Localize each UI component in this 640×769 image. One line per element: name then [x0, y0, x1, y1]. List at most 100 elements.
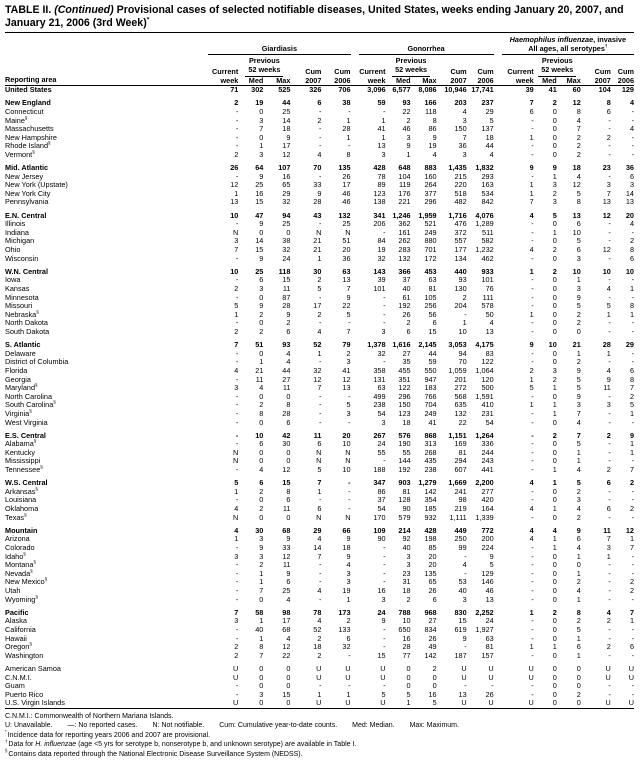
cell: 15: [377, 650, 386, 660]
cell: 21: [255, 365, 264, 375]
cell: 8: [259, 642, 264, 652]
cell: 8: [606, 98, 611, 108]
reporting-area-cell: Michigan: [5, 236, 35, 246]
reporting-area-cell: California: [5, 624, 36, 634]
cell: 198: [424, 534, 437, 544]
cell: 1,716: [448, 210, 467, 220]
cell: -: [531, 577, 534, 587]
cell: 9: [432, 132, 437, 142]
cell: 25: [255, 266, 264, 276]
cell: 15: [282, 689, 291, 699]
cell: 7: [629, 543, 634, 552]
cell: 4: [576, 465, 581, 475]
reporting-area-cell: New England: [5, 98, 51, 108]
col-header-week-2: week: [367, 75, 386, 85]
cell: 3: [606, 400, 611, 410]
table-row: Texas§ N 0 0 N N 170 579 932 1,111 1,339 - 0 2 - -: [5, 512, 634, 523]
cell: 109: [373, 525, 386, 535]
cell: 2,252: [475, 607, 494, 617]
cell: 7: [259, 650, 264, 660]
cell: 26: [428, 633, 437, 643]
table-row: Minnesota - 0 87 - 9 - 61 105 2 111 - 0 9 - -: [5, 293, 634, 303]
cell: 98: [282, 607, 291, 617]
cell: 1: [259, 568, 264, 578]
reporting-area-cell: Massachusetts: [5, 124, 54, 134]
cell: 1,435: [448, 163, 467, 173]
cell: 161: [398, 227, 411, 237]
cell: 98: [458, 495, 467, 505]
cell: 2: [286, 318, 291, 328]
cell: 1: [629, 439, 634, 449]
cell: U: [488, 698, 494, 708]
cell: 52: [313, 340, 322, 350]
table-row: Kansas 2 3 11 5 7 101 40 81 130 76 - 0 3 4 1: [5, 284, 634, 294]
cell: 14: [255, 236, 264, 246]
table-row: West Virginia - 0 6 - - 3 18 41 22 54 - 0 4 - -: [5, 418, 634, 428]
cell: -: [531, 439, 534, 449]
cell: 172: [424, 253, 437, 263]
reporting-area-cell: Nevada§: [5, 568, 33, 578]
cell: 9: [606, 374, 611, 384]
cell: 18: [313, 642, 322, 652]
cell: 3: [259, 551, 264, 561]
cell: 1: [346, 594, 351, 604]
cell: 9: [462, 633, 467, 643]
reporting-area-cell: Mississippi: [5, 456, 41, 466]
cell: -: [235, 594, 239, 604]
cell: 11: [603, 383, 611, 393]
col-header-cum-3b: Cum: [617, 66, 634, 76]
cell: 0: [576, 672, 581, 682]
disease-table: Reporting area Giardiasis Gonorrhea Haem…: [5, 35, 634, 709]
cell: 8: [576, 607, 581, 617]
table-row: Pennsylvania 13 15 32 28 46 138 221 296 482 842 7 3 8…: [5, 198, 634, 207]
cell: 15: [255, 197, 264, 207]
cell: -: [608, 149, 611, 159]
cell: 1: [552, 400, 557, 410]
cell: 29: [485, 106, 494, 116]
cell: 43: [313, 210, 322, 220]
table-row: District of Columbia - 1 4 - 3 - 35 59 70 122 - 0 2 - -: [5, 358, 634, 367]
cell: 3: [381, 149, 386, 159]
cell: -: [235, 543, 239, 552]
cell: 30: [282, 439, 291, 449]
table-head: Reporting area Giardiasis Gonorrhea Haem…: [5, 35, 634, 86]
cell: 0: [286, 698, 291, 708]
cell: -: [235, 577, 239, 587]
cell: 12: [572, 98, 581, 108]
table-row: Alabama§ - 6 30 6 10 24 190 313 169 336 - 0 5 - 1: [5, 439, 634, 449]
cell: U: [461, 663, 467, 673]
cell: 2: [552, 98, 557, 108]
cell: 1: [317, 348, 322, 358]
cell: 1: [529, 266, 534, 276]
cell: 9: [406, 141, 411, 151]
cell: 4: [432, 149, 437, 159]
cell: 12: [230, 180, 239, 190]
cell: 0: [552, 391, 557, 401]
cell: 47: [255, 210, 264, 220]
cell: 5: [629, 400, 634, 410]
cell: 55: [377, 447, 386, 457]
cell: 4: [576, 115, 581, 125]
cell: 13: [342, 383, 351, 393]
reporting-area-cell: North Carolina: [5, 391, 53, 401]
previous-label-1: Previous: [248, 56, 280, 66]
cell: U: [605, 672, 611, 682]
cell: 704: [424, 400, 437, 410]
cell: 4: [317, 616, 322, 626]
cell: 5: [381, 689, 386, 699]
cell: -: [531, 551, 534, 561]
cell: 8: [286, 400, 291, 410]
cell: 2: [234, 98, 239, 108]
cell: 28: [282, 301, 291, 311]
cell: 6: [576, 219, 581, 229]
cell: 0: [552, 616, 557, 626]
cell: 5: [317, 284, 322, 293]
cell: 7: [606, 188, 611, 198]
cell: 3: [346, 577, 351, 587]
cell: -: [631, 456, 634, 466]
cell: -: [608, 486, 611, 496]
cell: 219: [454, 504, 467, 514]
cell: 256: [424, 301, 437, 311]
cell: 1: [234, 188, 239, 198]
cell: -: [531, 681, 534, 691]
